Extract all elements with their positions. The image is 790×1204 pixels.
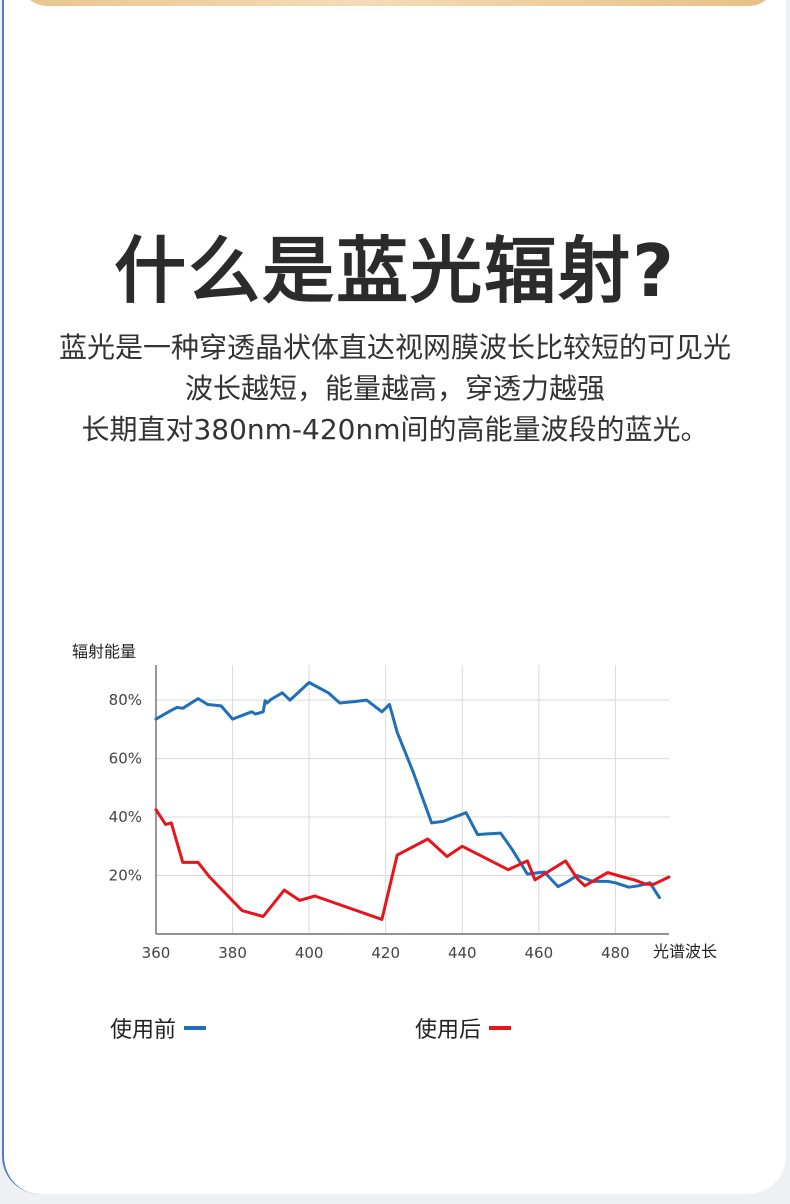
description-line-1: 蓝光是一种穿透晶状体直达视网膜波长比较短的可见光 (58, 331, 731, 364)
spectrum-line-chart: 360 380 400 420 440 460 480 20% 40% 60% 80% 辐射能量 光… (72, 642, 717, 962)
legend-item-after: 使用后 (415, 1012, 512, 1044)
chart-series (154, 681, 671, 921)
legend-label-after: 使用后 (415, 1018, 482, 1043)
x-tick-label: 360 (142, 944, 171, 962)
legend-swatch-before (184, 1026, 207, 1030)
legend-item-before: 使用前 (110, 1012, 207, 1044)
x-tick-label: 420 (371, 944, 400, 962)
description-line-3: 长期直对380nm-420nm间的高能量波段的蓝光。 (81, 413, 709, 446)
chart-ticks: 360 380 400 420 440 460 480 20% 40% 60% 80% (109, 691, 630, 962)
x-tick-label: 460 (525, 944, 554, 962)
y-tick-label: 40% (109, 808, 142, 826)
y-tick-label: 20% (109, 867, 142, 885)
x-axis-label: 光谱波长 (653, 942, 717, 961)
series-line-before (154, 681, 661, 899)
chart-axes (155, 665, 669, 935)
x-tick-label: 380 (218, 944, 247, 962)
legend-swatch-after (489, 1026, 512, 1030)
chart-grid (155, 665, 669, 934)
description-line-2: 波长越短，能量越高，穿透力越强 (184, 372, 605, 405)
y-axis-label: 辐射能量 (72, 642, 136, 661)
legend-label-before: 使用前 (110, 1018, 177, 1043)
x-tick-label: 480 (601, 944, 630, 962)
page-title: 什么是蓝光辐射? (114, 229, 676, 313)
x-tick-label: 440 (448, 944, 477, 962)
series-line-after (154, 808, 671, 921)
y-tick-label: 80% (109, 691, 142, 709)
x-tick-label: 400 (295, 944, 324, 962)
top-banner-edge (18, 0, 778, 6)
y-tick-label: 60% (109, 750, 142, 768)
